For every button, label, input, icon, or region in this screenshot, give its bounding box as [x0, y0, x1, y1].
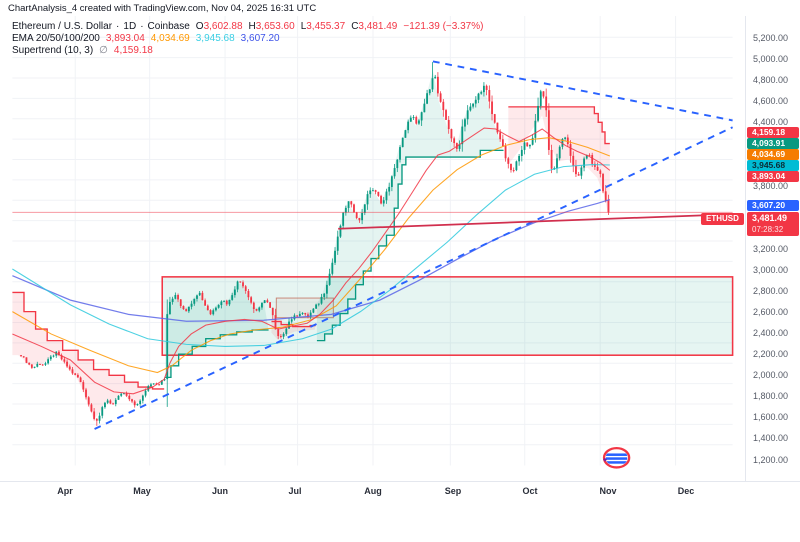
- ema-value: 3,945.68: [195, 32, 235, 44]
- candlestick-series: [20, 62, 610, 426]
- ema50-line[interactable]: [12, 137, 611, 374]
- chart-legend: Ethereum / U.S. Dollar · 1D · Coinbase O…: [12, 20, 483, 56]
- time-tick-label: Apr: [57, 486, 73, 496]
- time-tick-label: Sep: [444, 486, 462, 496]
- gridlines: [12, 16, 733, 466]
- price-tick-label: 2,200.00: [753, 349, 789, 360]
- ohlc-value: 3,602.88: [203, 20, 243, 32]
- price-tick-label: 3,800.00: [753, 180, 789, 191]
- price-axis[interactable]: 5,200.00 5,000.00 4,800.00 4,600.00 4,400.00…: [745, 16, 800, 481]
- ohlc-key: O: [195, 20, 204, 32]
- indicator-price-badge: 4,034.69: [747, 149, 799, 160]
- ema20-line[interactable]: [12, 127, 611, 395]
- price-tick-label: 4,400.00: [753, 117, 789, 128]
- time-tick-label: Jun: [211, 486, 229, 496]
- symbol-title: Ethereum / U.S. Dollar: [12, 20, 113, 32]
- ema-values: 3,893.04 4,034.69 3,945.68 3,607.20: [100, 33, 280, 44]
- supertrend-indicator[interactable]: [12, 70, 610, 419]
- interval-label: 1D: [123, 20, 137, 32]
- ema100-line[interactable]: [12, 164, 610, 347]
- ohlc-key: L: [300, 20, 307, 32]
- ohlc-value: 3,455.37: [306, 20, 346, 32]
- chart-footer: TradingView: [0, 500, 800, 542]
- attribution-text: ChartAnalysis_4 created with TradingView…: [8, 3, 317, 14]
- time-tick-label: Aug: [364, 486, 382, 496]
- indicator-price-badge: 3,945.68: [747, 160, 799, 171]
- average-symbol: ∅: [99, 44, 108, 56]
- last-price-value: 3,481.49: [752, 213, 788, 223]
- price-chart[interactable]: [0, 16, 745, 481]
- supertrend-indicator-label: Supertrend (10, 3): [12, 44, 94, 56]
- ema-value: 4,034.69: [150, 32, 190, 44]
- time-tick-label: May: [133, 486, 151, 496]
- symbol-price-line-label: ETHUSD: [701, 213, 744, 226]
- ohlc-key: C: [351, 20, 359, 32]
- indicator-price-badge: 3,893.04: [747, 171, 799, 182]
- bar-countdown: 07:28:32: [752, 225, 784, 234]
- rising-trendline[interactable]: [94, 126, 734, 430]
- price-tick-label: 2,600.00: [753, 306, 789, 317]
- ema-value: 3,607.20: [240, 32, 280, 44]
- price-tick-label: 1,400.00: [753, 433, 789, 444]
- price-tick-label: 5,000.00: [753, 54, 789, 65]
- ohlc-value: 3,653.60: [255, 20, 295, 32]
- supertrend-value: 4,159.18: [113, 44, 153, 56]
- price-tick-label: 4,800.00: [753, 75, 789, 86]
- price-tick-label: 4,600.00: [753, 96, 789, 107]
- ohlc-values: O3,602.88 H3,653.60 L3,455.37 C3,481.49: [190, 21, 398, 32]
- price-tick-label: 2,400.00: [753, 328, 789, 339]
- price-tick-label: 5,200.00: [753, 33, 789, 43]
- time-tick-label: Nov: [599, 486, 617, 496]
- price-tick-label: 2,000.00: [753, 370, 789, 381]
- time-tick-label: Dec: [677, 486, 695, 496]
- support-trendline[interactable]: [338, 213, 733, 230]
- last-price-badge: 3,481.49 07:28:32: [747, 212, 799, 236]
- time-tick-label: Oct: [522, 486, 538, 496]
- accumulation-zone[interactable]: [161, 276, 734, 356]
- indicator-price-badge: 4,159.18: [747, 127, 799, 138]
- ohlc-key: H: [248, 20, 256, 32]
- price-tick-label: 3,000.00: [753, 264, 789, 275]
- price-tick-label: 3,200.00: [753, 243, 789, 254]
- sticker-drawing[interactable]: [602, 446, 631, 469]
- price-tick-label: 1,800.00: [753, 391, 789, 402]
- price-tick-label: 2,800.00: [753, 285, 789, 296]
- ema-legend-row[interactable]: EMA 20/50/100/200 3,893.04 4,034.69 3,945.…: [12, 32, 483, 44]
- exchange-label: Coinbase: [147, 20, 190, 32]
- indicator-price-badge: 3,607.20: [747, 200, 799, 211]
- time-axis[interactable]: Apr May Jun Jul Aug Sep Oct Nov Dec: [0, 481, 800, 501]
- indicator-price-badge: 4,093.91: [747, 138, 799, 149]
- ohlc-value: 3,481.49: [358, 20, 398, 32]
- time-tick-label: Jul: [288, 486, 302, 496]
- change-value: −121.39 (−3.37%): [403, 20, 484, 32]
- chart-canvas[interactable]: [0, 16, 745, 481]
- ema-indicator-label: EMA 20/50/100/200: [12, 32, 100, 44]
- price-tick-label: 1,200.00: [753, 454, 789, 465]
- symbol-legend-row[interactable]: Ethereum / U.S. Dollar · 1D · Coinbase O…: [12, 20, 484, 32]
- ema200-line[interactable]: [12, 198, 611, 322]
- price-tick-label: 1,600.00: [753, 412, 789, 423]
- falling-trendline[interactable]: [432, 60, 733, 122]
- supertrend-legend-row[interactable]: Supertrend (10, 3) ∅ 4,159.18: [12, 44, 483, 56]
- ema-value: 3,893.04: [105, 32, 145, 44]
